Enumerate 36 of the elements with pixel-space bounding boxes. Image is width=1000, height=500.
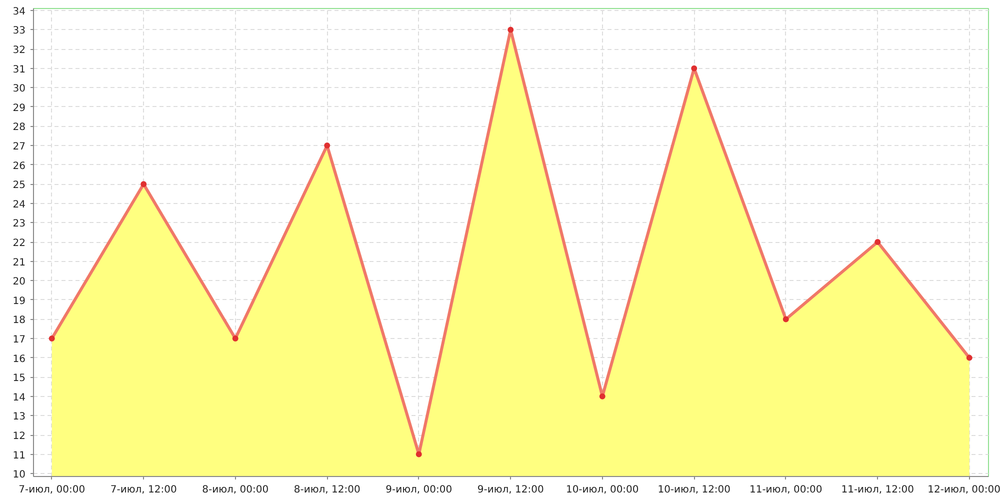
- x-tick-label: 11-июл, 12:00: [841, 484, 914, 496]
- y-tick-label: 18: [12, 315, 26, 326]
- y-tick-label: 13: [12, 412, 26, 423]
- y-tick-label: 17: [12, 334, 26, 346]
- x-tick-label: 10-июл, 00:00: [566, 484, 639, 496]
- y-tick-label: 28: [12, 122, 26, 134]
- y-tick-label: 27: [12, 142, 26, 153]
- y-tick-label: 19: [12, 296, 26, 307]
- y-tick-label: 21: [12, 257, 26, 268]
- x-tick-label: 11-июл, 00:00: [749, 484, 822, 496]
- y-tick-label: 32: [12, 45, 26, 56]
- y-tick-label: 22: [12, 238, 26, 250]
- y-tick-label: 14: [12, 392, 26, 404]
- y-tick-label: 15: [12, 373, 26, 384]
- y-tick-label: 26: [12, 160, 26, 172]
- y-tick-label: 12: [12, 431, 26, 442]
- y-tick-label: 31: [12, 64, 26, 76]
- x-tick-label: 9-июл, 00:00: [386, 484, 452, 496]
- x-tick-label: 9-июл, 12:00: [477, 484, 544, 496]
- y-tick-label: 24: [12, 199, 26, 210]
- x-tick-label: 8-июл, 00:00: [202, 484, 269, 496]
- y-tick-label: 25: [12, 180, 26, 192]
- y-tick-label: 16: [12, 354, 26, 365]
- x-tick-label: 12-июл, 00:00: [928, 484, 1000, 496]
- y-tick-label: 11: [12, 450, 26, 462]
- x-tick-label: 8-июл, 12:00: [294, 484, 360, 496]
- y-tick-label: 20: [12, 276, 26, 288]
- y-tick-label: 34: [12, 6, 26, 18]
- y-tick-label: 10: [12, 470, 26, 481]
- x-tick-label: 7-июл, 12:00: [110, 484, 177, 496]
- y-tick-label: 29: [12, 102, 26, 114]
- y-tick-label: 30: [12, 84, 26, 95]
- x-tick-label: 10-июл, 12:00: [658, 484, 731, 496]
- y-tick-label: 33: [12, 26, 26, 37]
- x-tick-label: 7-июл, 00:00: [18, 484, 86, 496]
- y-tick-label: 23: [12, 218, 26, 230]
